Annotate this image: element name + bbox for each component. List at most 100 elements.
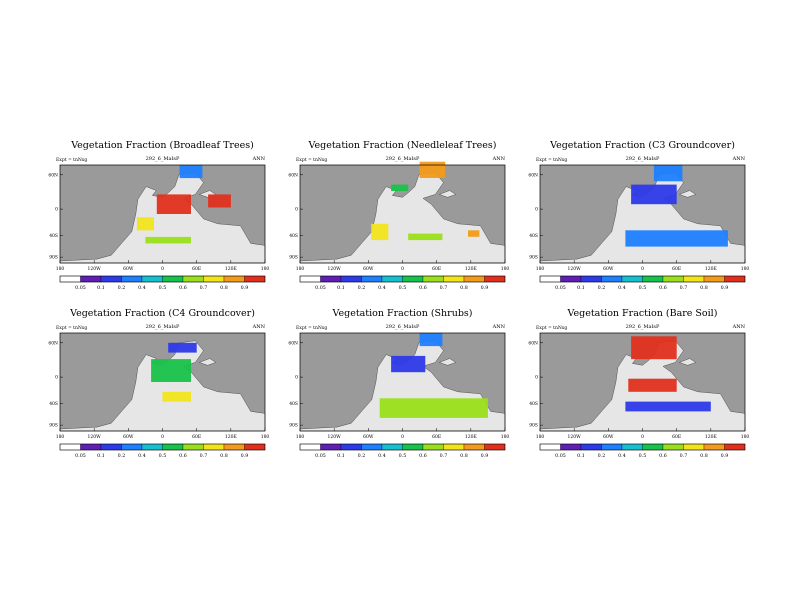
- experiment-label: Expt = tnNxg: [536, 325, 567, 331]
- x-tick-label: 60E: [672, 434, 681, 440]
- map-panel: Vegetation Fraction (Broadleaf Trees) Exp…: [48, 140, 269, 291]
- colorbar-segment: [299, 275, 321, 283]
- y-tick-label: 0: [295, 207, 298, 213]
- colorbar-label: 0.05: [555, 285, 566, 291]
- colorbar-segment: [463, 443, 485, 451]
- colorbar-segment: [402, 275, 424, 283]
- colorbar-segment: [539, 443, 561, 451]
- colorbar-segment: [162, 443, 184, 451]
- run-id-label: 292_6_MaIsP: [626, 324, 660, 330]
- panel-title: Vegetation Fraction (C3 Groundcover): [549, 140, 735, 151]
- colorbar-frame: [539, 275, 746, 283]
- colorbar-label: 0.4: [138, 285, 146, 291]
- colorbar-label: 0.8: [700, 453, 708, 459]
- colorbar-segment: [539, 275, 561, 283]
- colorbar-label: 0.8: [460, 453, 468, 459]
- colorbar-segment: [683, 275, 705, 283]
- x-tick-label: 0: [161, 266, 164, 272]
- y-tick-label: 60N: [48, 340, 58, 346]
- run-id-label: 292_6_MaIsP: [626, 156, 660, 162]
- colorbar-frame: [59, 275, 266, 283]
- colorbar-segment: [662, 443, 684, 451]
- colorbar-label: 0.6: [179, 453, 187, 459]
- x-tick-label: 120E: [705, 434, 717, 440]
- colorbar-segment: [560, 443, 582, 451]
- y-tick-label: 60N: [288, 172, 298, 178]
- colorbar-label: 0.7: [200, 453, 208, 459]
- x-tick-label: 120W: [88, 266, 102, 272]
- data-region-south-fringe: [625, 401, 711, 412]
- colorbar-label: 0.9: [241, 453, 249, 459]
- colorbar-segment: [320, 275, 342, 283]
- y-tick-label: 90S: [289, 423, 298, 429]
- y-tick-label: 90S: [49, 423, 58, 429]
- y-tick-label: 40S: [49, 233, 58, 239]
- data-region-north-cap: [653, 165, 683, 182]
- x-tick-label: 180: [261, 266, 270, 272]
- colorbar-label: 0.8: [220, 285, 228, 291]
- colorbar-label: 0.7: [680, 453, 688, 459]
- x-tick-label: 180: [741, 266, 750, 272]
- map-panel: Vegetation Fraction (Needleleaf Trees) Ex…: [288, 140, 509, 291]
- x-tick-label: 60W: [363, 434, 374, 440]
- colorbar-segment: [703, 443, 725, 451]
- colorbar-segment: [402, 443, 424, 451]
- colorbar-label: 0.1: [337, 453, 345, 459]
- colorbar-frame: [299, 443, 506, 451]
- data-region-central-wisps: [631, 184, 677, 205]
- experiment-label: Expt = tnNxg: [56, 157, 87, 163]
- colorbar-label: 0.5: [159, 285, 167, 291]
- x-tick-label: 60W: [603, 434, 614, 440]
- colorbar-segment: [580, 443, 602, 451]
- colorbar-label: 0.05: [75, 453, 86, 459]
- x-tick-label: 180: [296, 266, 305, 272]
- x-tick-label: 0: [401, 434, 404, 440]
- x-tick-label: 120E: [465, 434, 477, 440]
- x-tick-label: 0: [641, 434, 644, 440]
- y-tick-label: 40S: [529, 233, 538, 239]
- season-label: ANN: [732, 156, 746, 162]
- data-region-east-patch: [468, 230, 480, 237]
- data-region-north-block: [631, 336, 677, 360]
- season-label: ANN: [732, 324, 746, 330]
- colorbar-segment: [443, 275, 465, 283]
- y-tick-label: 40S: [49, 401, 58, 407]
- colorbar-label: 0.4: [378, 453, 386, 459]
- colorbar-label: 0.2: [598, 285, 606, 291]
- colorbar-label: 0.6: [659, 453, 667, 459]
- x-tick-label: 60E: [432, 434, 441, 440]
- x-tick-label: 120E: [225, 266, 237, 272]
- colorbar-segment: [182, 443, 204, 451]
- colorbar-label: 0.4: [378, 285, 386, 291]
- x-tick-label: 180: [536, 434, 545, 440]
- y-tick-label: 0: [55, 375, 58, 381]
- x-tick-label: 180: [741, 434, 750, 440]
- colorbar-label: 0.05: [315, 285, 326, 291]
- data-region-north-cap: [419, 161, 446, 178]
- colorbar-label: 0.1: [577, 453, 585, 459]
- colorbar-segment: [703, 275, 725, 283]
- colorbar-segment: [560, 275, 582, 283]
- colorbar-segment: [340, 275, 362, 283]
- x-tick-label: 60W: [603, 266, 614, 272]
- run-id-label: 292_6_MaIsP: [146, 324, 180, 330]
- y-tick-label: 90S: [529, 423, 538, 429]
- colorbar-label: 0.4: [138, 453, 146, 459]
- panel-title: Vegetation Fraction (Needleleaf Trees): [308, 140, 497, 151]
- colorbar-segment: [484, 443, 506, 451]
- x-tick-label: 180: [56, 434, 65, 440]
- data-region-south-band: [379, 398, 488, 418]
- colorbar-label: 0.05: [555, 453, 566, 459]
- land-area: [299, 172, 506, 264]
- x-tick-label: 120W: [88, 434, 102, 440]
- colorbar-label: 0.4: [618, 285, 626, 291]
- colorbar-segment: [340, 443, 362, 451]
- colorbar-frame: [539, 443, 746, 451]
- island-area: [438, 190, 457, 198]
- colorbar-segment: [381, 275, 403, 283]
- data-region-east-patch: [208, 194, 231, 208]
- colorbar-label: 0.6: [419, 285, 427, 291]
- colorbar-label: 0.7: [200, 285, 208, 291]
- colorbar-label: 0.5: [399, 453, 407, 459]
- x-tick-label: 60E: [432, 266, 441, 272]
